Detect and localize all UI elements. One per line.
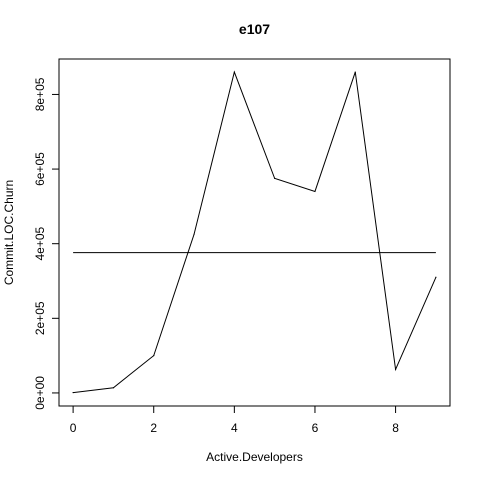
series-layer [72,70,437,394]
chart-title: e107 [239,21,270,37]
y-tick-label: 2e+05 [33,301,47,335]
y-tick-label: 0e+00 [33,376,47,410]
data-point [394,368,397,371]
x-tick-label: 0 [70,421,77,435]
x-tick-label: 2 [150,421,157,435]
x-tick-label: 4 [231,421,238,435]
y-tick-label: 4e+05 [33,227,47,261]
data-point [233,71,235,73]
data-point [72,391,74,394]
y-axis-label: Commit.LOC.Churn [2,180,16,285]
data-point [193,233,195,235]
data-point [274,177,276,179]
data-point [112,387,115,389]
series-line [73,70,437,394]
y-tick-label: 8e+05 [33,77,47,111]
plot-frame [58,58,451,407]
data-point [153,355,155,357]
x-axis: 0 2 4 6 8 [70,405,399,435]
x-tick-label: 8 [392,421,399,435]
y-tick-label: 6e+05 [33,152,47,186]
x-tick-label: 6 [312,421,319,435]
x-axis-label: Active.Developers [206,450,303,464]
y-axis: 0e+00 2e+05 4e+05 6e+05 8e+05 [33,77,60,410]
data-point [354,71,356,73]
data-point [435,276,437,278]
data-point [314,190,316,193]
